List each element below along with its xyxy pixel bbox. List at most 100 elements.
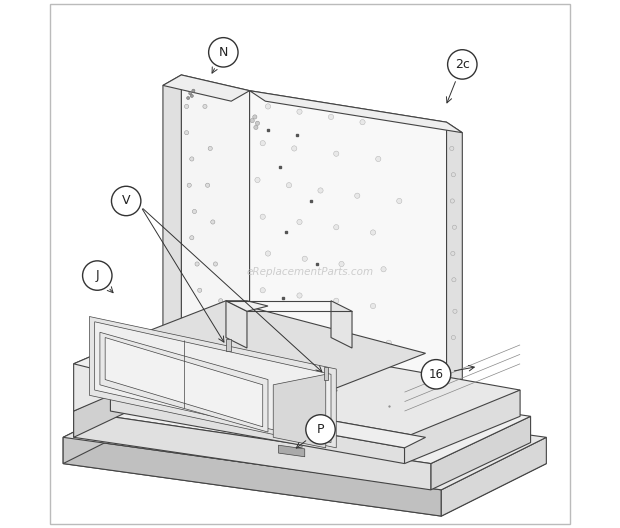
Text: V: V <box>122 194 130 208</box>
Polygon shape <box>131 301 425 390</box>
Polygon shape <box>226 301 247 348</box>
Circle shape <box>254 125 258 129</box>
Polygon shape <box>250 91 446 385</box>
Polygon shape <box>110 385 425 448</box>
Polygon shape <box>74 348 131 369</box>
Text: P: P <box>317 423 324 436</box>
Circle shape <box>344 335 350 340</box>
Circle shape <box>185 105 188 109</box>
Circle shape <box>451 251 455 256</box>
Circle shape <box>334 224 339 230</box>
Text: N: N <box>219 46 228 59</box>
Circle shape <box>451 173 456 177</box>
Polygon shape <box>110 395 404 464</box>
Polygon shape <box>63 411 546 516</box>
Circle shape <box>339 261 344 267</box>
Circle shape <box>185 130 188 135</box>
Circle shape <box>250 118 254 122</box>
Circle shape <box>306 414 335 444</box>
Polygon shape <box>74 411 431 490</box>
Circle shape <box>253 115 257 119</box>
Polygon shape <box>100 332 268 432</box>
Circle shape <box>318 188 323 193</box>
Circle shape <box>453 225 456 229</box>
Circle shape <box>452 278 456 282</box>
Circle shape <box>448 50 477 79</box>
Polygon shape <box>131 337 520 437</box>
Polygon shape <box>181 75 250 353</box>
Polygon shape <box>250 91 463 133</box>
Circle shape <box>187 183 192 187</box>
Circle shape <box>308 329 312 335</box>
Circle shape <box>205 183 210 187</box>
Circle shape <box>370 304 376 309</box>
Polygon shape <box>131 337 425 437</box>
Circle shape <box>334 298 339 304</box>
Circle shape <box>198 288 202 293</box>
Polygon shape <box>441 437 546 516</box>
Circle shape <box>291 146 297 151</box>
Polygon shape <box>89 316 336 448</box>
Polygon shape <box>431 416 531 490</box>
Circle shape <box>190 95 193 98</box>
Circle shape <box>370 230 376 235</box>
Circle shape <box>192 210 197 214</box>
Circle shape <box>190 235 194 240</box>
Circle shape <box>260 288 265 293</box>
Circle shape <box>190 157 194 161</box>
Polygon shape <box>226 338 231 351</box>
Circle shape <box>422 360 451 389</box>
Polygon shape <box>404 390 520 464</box>
Circle shape <box>211 220 215 224</box>
Circle shape <box>360 119 365 125</box>
Text: J: J <box>95 269 99 282</box>
Circle shape <box>219 299 223 303</box>
Circle shape <box>297 219 302 224</box>
Polygon shape <box>105 337 263 427</box>
Circle shape <box>297 293 302 298</box>
Polygon shape <box>226 301 268 312</box>
Circle shape <box>187 97 190 100</box>
Circle shape <box>260 214 265 219</box>
Circle shape <box>334 151 339 156</box>
Circle shape <box>453 309 457 314</box>
Circle shape <box>213 262 218 266</box>
Polygon shape <box>74 364 531 464</box>
Polygon shape <box>63 385 168 464</box>
Polygon shape <box>74 364 174 437</box>
Polygon shape <box>446 122 463 395</box>
Circle shape <box>451 335 456 340</box>
Polygon shape <box>63 437 441 516</box>
Text: eReplacementParts.com: eReplacementParts.com <box>246 267 374 277</box>
Circle shape <box>188 92 192 95</box>
Circle shape <box>255 177 260 183</box>
Circle shape <box>376 156 381 162</box>
Circle shape <box>209 37 238 67</box>
Circle shape <box>265 104 270 109</box>
Circle shape <box>270 324 276 329</box>
Polygon shape <box>163 75 181 348</box>
Polygon shape <box>324 367 328 380</box>
Polygon shape <box>63 385 546 490</box>
Circle shape <box>302 256 308 261</box>
Circle shape <box>195 262 199 266</box>
Circle shape <box>381 267 386 272</box>
Circle shape <box>450 146 454 150</box>
Circle shape <box>265 251 270 256</box>
Circle shape <box>386 340 391 345</box>
Polygon shape <box>95 322 331 442</box>
Circle shape <box>286 183 291 188</box>
Circle shape <box>112 186 141 215</box>
Circle shape <box>255 121 260 125</box>
Circle shape <box>450 199 454 203</box>
Polygon shape <box>278 445 305 457</box>
Polygon shape <box>331 301 352 348</box>
Circle shape <box>329 114 334 119</box>
Polygon shape <box>74 348 110 411</box>
Circle shape <box>192 89 195 92</box>
Circle shape <box>203 105 207 109</box>
Text: 2c: 2c <box>455 58 470 71</box>
Text: 16: 16 <box>428 368 443 381</box>
Circle shape <box>208 146 212 150</box>
Circle shape <box>260 140 265 146</box>
